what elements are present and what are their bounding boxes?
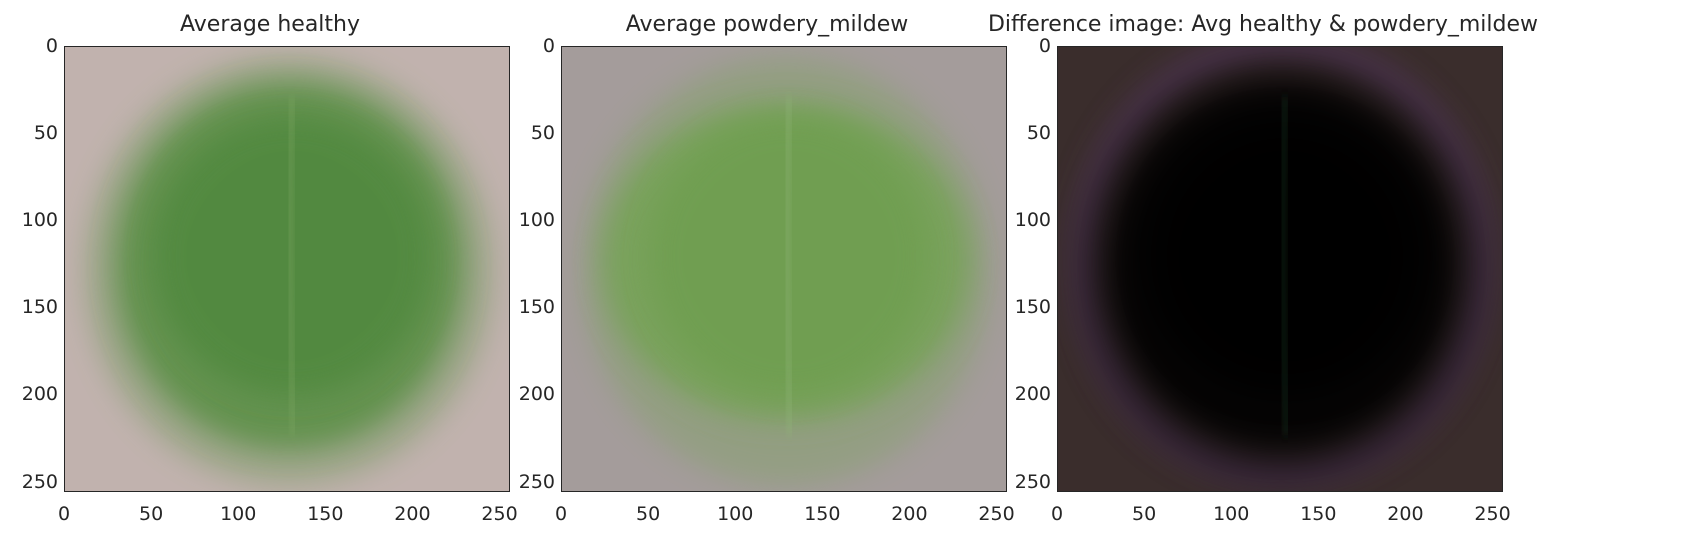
y-tick-label: 50 (0, 123, 58, 143)
y-tick-label: 200 (495, 384, 555, 404)
difference-image (1058, 47, 1502, 491)
y-tick-label: 150 (991, 297, 1051, 317)
x-tick-label: 150 (1288, 504, 1348, 524)
image-frame (1057, 46, 1503, 492)
x-tick-label: 250 (1463, 504, 1523, 524)
y-tick-label: 200 (991, 384, 1051, 404)
y-tick-label: 150 (0, 297, 58, 317)
x-tick-label: 200 (382, 504, 442, 524)
x-tick-label: 50 (121, 504, 181, 524)
y-tick-label: 150 (495, 297, 555, 317)
x-tick-label: 100 (705, 504, 765, 524)
x-tick-label: 200 (1375, 504, 1435, 524)
x-tick-label: 150 (792, 504, 852, 524)
panel-title: Difference image: Avg healthy & powdery_… (953, 12, 1573, 37)
y-tick-label: 250 (495, 472, 555, 492)
y-tick-label: 100 (495, 210, 555, 230)
panel-title: Average healthy (10, 12, 530, 37)
x-tick-label: 100 (1201, 504, 1261, 524)
y-tick-label: 50 (495, 123, 555, 143)
panel-difference-image: Difference image: Avg healthy & powdery_… (1003, 0, 1523, 540)
image-frame (64, 46, 510, 492)
y-tick-label: 0 (991, 36, 1051, 56)
x-tick-label: 0 (1027, 504, 1087, 524)
x-tick-label: 0 (34, 504, 94, 524)
x-tick-label: 0 (531, 504, 591, 524)
panel-average-healthy: Average healthy 0 50 100 150 200 250 0 50 100 150… (10, 0, 530, 540)
y-tick-label: 250 (0, 472, 58, 492)
y-tick-label: 100 (991, 210, 1051, 230)
image-frame (561, 46, 1007, 492)
x-tick-label: 200 (879, 504, 939, 524)
x-tick-label: 50 (1114, 504, 1174, 524)
panel-average-powdery-mildew: Average powdery_mildew 0 50 100 150 200 250 0 5… (507, 0, 1027, 540)
x-tick-label: 150 (295, 504, 355, 524)
y-tick-label: 200 (0, 384, 58, 404)
y-tick-label: 100 (0, 210, 58, 230)
panel-title: Average powdery_mildew (507, 12, 1027, 37)
average-powdery-mildew-image (562, 47, 1006, 491)
y-tick-label: 50 (991, 123, 1051, 143)
y-tick-label: 0 (495, 36, 555, 56)
average-healthy-image (65, 47, 509, 491)
y-tick-label: 0 (0, 36, 58, 56)
y-tick-label: 250 (991, 472, 1051, 492)
x-tick-label: 50 (618, 504, 678, 524)
x-tick-label: 100 (208, 504, 268, 524)
